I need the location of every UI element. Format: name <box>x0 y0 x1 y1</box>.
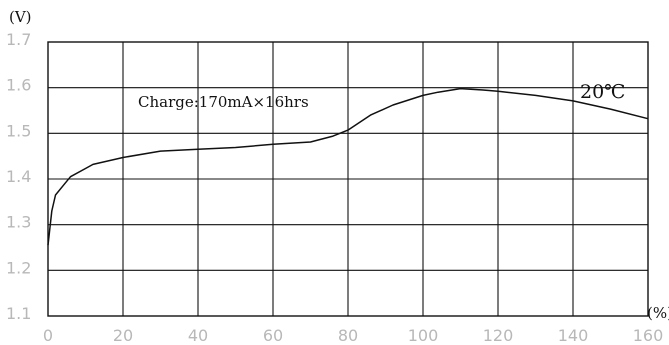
x-tick-label: 160 <box>633 326 664 345</box>
y-tick-label: 1.4 <box>6 167 31 186</box>
charge-annotation: Charge:170mA×16hrs <box>138 93 309 111</box>
x-tick-label: 100 <box>408 326 439 345</box>
x-tick-label: 40 <box>188 326 208 345</box>
y-tick-label: 1.7 <box>6 30 31 49</box>
x-tick-label: 60 <box>263 326 283 345</box>
y-axis-unit: (V) <box>9 8 32 26</box>
grid <box>48 42 648 316</box>
x-tick-label: 0 <box>43 326 53 345</box>
x-tick-label: 20 <box>113 326 133 345</box>
y-tick-labels: 1.1 1.2 1.3 1.4 1.5 1.6 1.7 <box>6 30 31 323</box>
x-tick-labels: 0 20 40 60 80 100 120 140 160 <box>43 326 663 345</box>
x-tick-label: 80 <box>338 326 358 345</box>
y-tick-label: 1.3 <box>6 213 31 232</box>
plot-frame <box>47 41 649 317</box>
y-tick-label: 1.2 <box>6 258 31 277</box>
y-tick-label: 1.5 <box>6 121 31 140</box>
y-tick-label: 1.6 <box>6 76 31 95</box>
voltage-curve <box>47 87 649 246</box>
x-tick-label: 120 <box>483 326 514 345</box>
y-tick-label: 1.1 <box>6 304 31 323</box>
x-axis-unit: (%) <box>647 304 669 322</box>
temperature-annotation: 20℃ <box>580 81 625 103</box>
x-tick-label: 140 <box>558 326 589 345</box>
